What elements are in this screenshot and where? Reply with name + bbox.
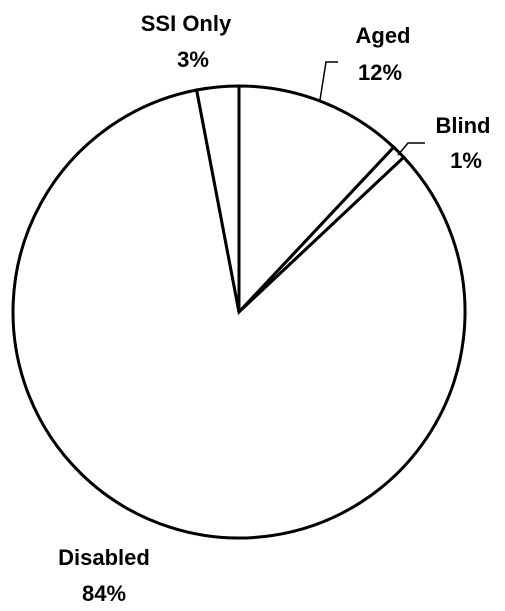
label-aged-pct: 12% [358,60,402,85]
slice-ssi-only [194,84,241,313]
pie-slices [11,84,467,540]
label-blind-pct: 1% [450,148,482,173]
label-disabled: Disabled [58,545,150,570]
blind-leader-line [397,142,425,156]
label-disabled-pct: 84% [82,581,126,606]
label-aged: Aged [356,23,411,48]
slice-disabled [11,88,467,540]
label-ssi-only-pct: 3% [177,47,209,72]
slice-aged [237,84,396,316]
aged-leader-line [319,61,338,101]
label-blind: Blind [436,113,491,138]
label-ssi-only: SSI Only [141,11,232,36]
